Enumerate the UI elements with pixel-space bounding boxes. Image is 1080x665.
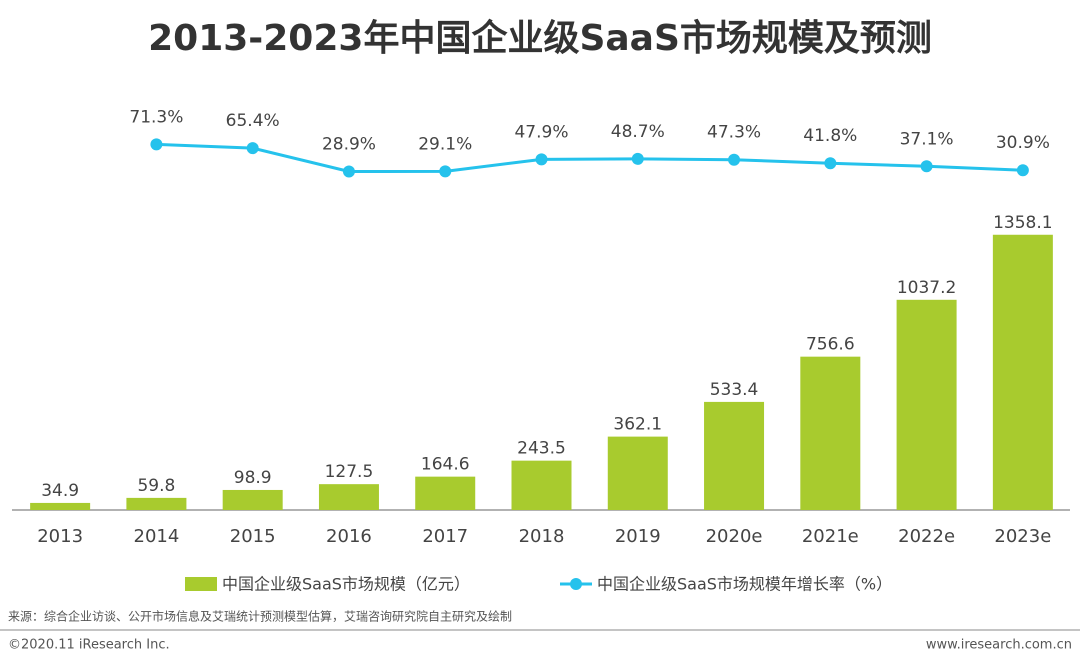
data-label: 98.9 [234,468,272,488]
bar [511,460,572,510]
data-label: 65.4% [226,111,280,131]
data-label: 29.1% [418,134,472,154]
bar [126,497,187,510]
x-tick-label: 2016 [326,526,372,547]
data-label: 164.6 [421,455,470,475]
data-label: 48.7% [611,122,665,142]
copyright: ©2020.11 iResearch Inc. [8,638,170,653]
bar [415,476,476,510]
data-label: 1358.1 [993,213,1052,233]
bar [222,489,283,510]
legend-label: 中国企业级SaaS市场规模（亿元） [222,575,470,594]
chart-title: 2013-2023年中国企业级SaaS市场规模及预测 [148,17,932,59]
line-point [150,138,163,151]
data-label: 533.4 [710,380,759,400]
x-tick-label: 2020e [706,526,763,547]
data-label: 1037.2 [897,278,956,298]
x-tick-label: 2015 [230,526,276,547]
data-label: 59.8 [137,476,175,496]
line-point [246,142,259,155]
line-point [631,152,644,165]
source-note: 来源：综合企业访谈、公开市场信息及艾瑞统计预测模型估算，艾瑞咨询研究院自主研究及… [8,609,512,624]
x-tick-label: 2017 [422,526,468,547]
legend-swatch [570,578,582,590]
bar [800,356,861,510]
data-label: 34.9 [41,481,79,501]
line-point [920,160,933,173]
x-tick-label: 2014 [134,526,180,547]
bar [318,484,379,510]
data-label: 30.9% [996,133,1050,153]
line [156,142,1023,174]
legend-swatch [185,577,217,591]
legend-label: 中国企业级SaaS市场规模年增长率（%） [597,575,892,594]
line-point [728,153,741,166]
line-point [342,165,355,178]
data-label: 47.3% [707,123,761,143]
website: www.iresearch.com.cn [926,638,1072,653]
bar [607,436,668,510]
data-label: 243.5 [517,439,566,459]
x-tick-label: 2021e [802,526,859,547]
bar [992,234,1053,510]
data-label: 47.9% [514,122,568,142]
data-label: 362.1 [613,415,662,435]
line-point [1016,164,1029,177]
bar [896,299,957,510]
data-label: 127.5 [325,462,374,482]
data-label: 28.9% [322,135,376,155]
x-tick-label: 2023e [994,526,1051,547]
bar [704,401,765,510]
data-label: 37.1% [900,129,954,149]
x-tick-label: 2022e [898,526,955,547]
line-point [535,153,548,166]
data-label: 71.3% [129,107,183,127]
x-tick-label: 2013 [37,526,83,547]
line-point [439,165,452,178]
line-point [824,157,837,170]
bar [30,502,91,510]
data-label: 41.8% [803,126,857,146]
x-tick-label: 2019 [615,526,661,547]
x-tick-label: 2018 [519,526,565,547]
data-label: 756.6 [806,335,855,355]
